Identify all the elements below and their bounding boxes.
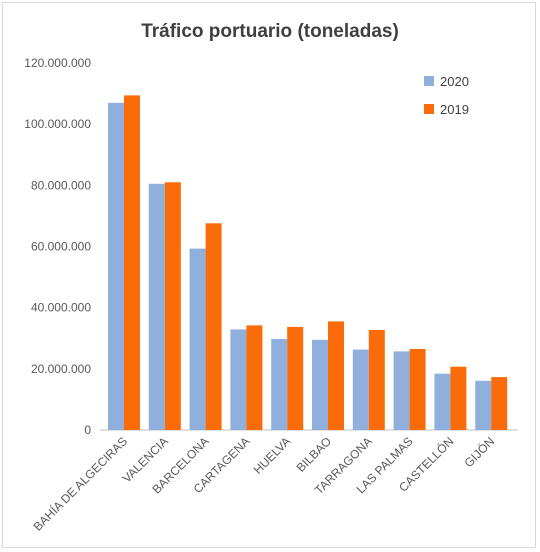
x-tick-label: GIJÓN [461,434,498,471]
y-tick-label: 60.000.000 [31,240,91,254]
bar-2019-9 [450,366,467,430]
legend-swatch-2020 [424,76,434,86]
chart-title: Tráfico portuario (toneladas) [141,21,399,42]
bar-2020-2 [148,183,165,430]
legend-label-2019: 2019 [440,102,469,117]
legend: 2020 2019 [424,74,469,117]
chart-frame [2,2,536,548]
bar-2019-5 [287,326,304,430]
legend-label-2020: 2020 [440,74,469,89]
y-tick-label: 20.000.000 [31,362,91,376]
y-axis: 0 20.000.000 40.000.000 60.000.000 80.000.00… [24,56,91,437]
bar-2020-9 [434,373,451,430]
bar-2019-10 [491,377,508,430]
bar-2020-5 [271,338,288,430]
bar-2020-6 [312,339,328,430]
bar-2019-8 [409,349,426,430]
y-tick-label: 80.000.000 [31,178,91,192]
y-tick-label: 0 [84,423,91,437]
bar-2019-3 [205,223,222,430]
bar-2020-3 [189,248,206,430]
y-tick-label: 40.000.000 [31,301,91,315]
bar-2019-2 [164,182,181,430]
y-tick-label: 100.000.000 [24,117,91,131]
x-tick-label: HUELVA [251,434,294,477]
bar-2019-1 [124,95,140,431]
x-tick-label: BILBAO [294,434,335,475]
x-axis: BAHÍA DE ALGECIRASVALENCIABARCELONACARTA… [30,434,497,534]
bar-2019-6 [328,321,344,430]
bar-2020-10 [475,380,492,430]
bars-group [108,95,508,431]
bar-2019-4 [246,325,263,430]
x-tick-label: BAHÍA DE ALGECIRAS [30,434,130,534]
bar-2020-1 [108,102,124,431]
bar-2020-7 [352,349,369,430]
legend-swatch-2019 [424,104,434,114]
bar-2020-4 [230,329,247,430]
y-tick-label: 120.000.000 [24,56,91,70]
bar-2019-7 [368,330,385,430]
bar-2020-8 [393,351,410,430]
